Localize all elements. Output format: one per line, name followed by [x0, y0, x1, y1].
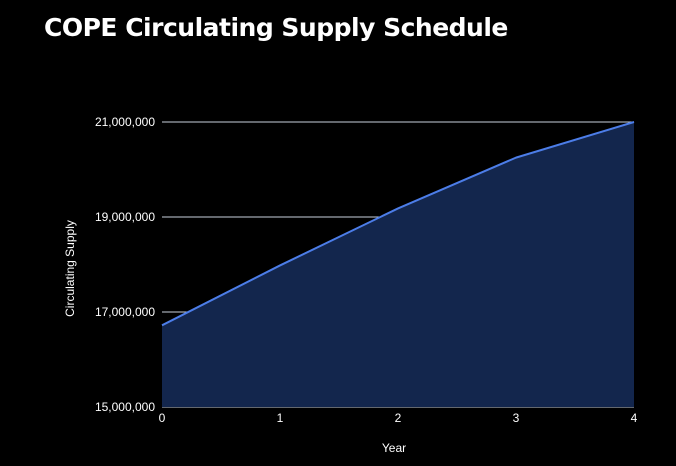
- x-tick-label: 3: [513, 411, 520, 425]
- y-tick-label: 21,000,000: [95, 115, 155, 129]
- y-tick-label: 15,000,000: [95, 400, 155, 414]
- x-tick-label: 1: [277, 411, 284, 425]
- x-tick-label: 2: [395, 411, 402, 425]
- x-tick-label: 4: [631, 411, 638, 425]
- y-tick-label: 17,000,000: [95, 305, 155, 319]
- x-axis-ticks: 0 1 2 3 4: [159, 411, 638, 425]
- series-line-layer: [161, 121, 635, 327]
- area-fill-layer: [162, 122, 634, 407]
- x-axis-title: Year: [382, 441, 406, 455]
- y-axis-title: Circulating Supply: [63, 220, 77, 317]
- x-tick-label: 0: [159, 411, 166, 425]
- area-fill: [162, 122, 634, 407]
- series-line: [161, 121, 635, 327]
- y-tick-label: 19,000,000: [95, 210, 155, 224]
- chart-title: COPE Circulating Supply Schedule: [44, 13, 508, 42]
- y-axis-ticks: 15,000,000 17,000,000 19,000,000 21,000,000: [95, 115, 155, 414]
